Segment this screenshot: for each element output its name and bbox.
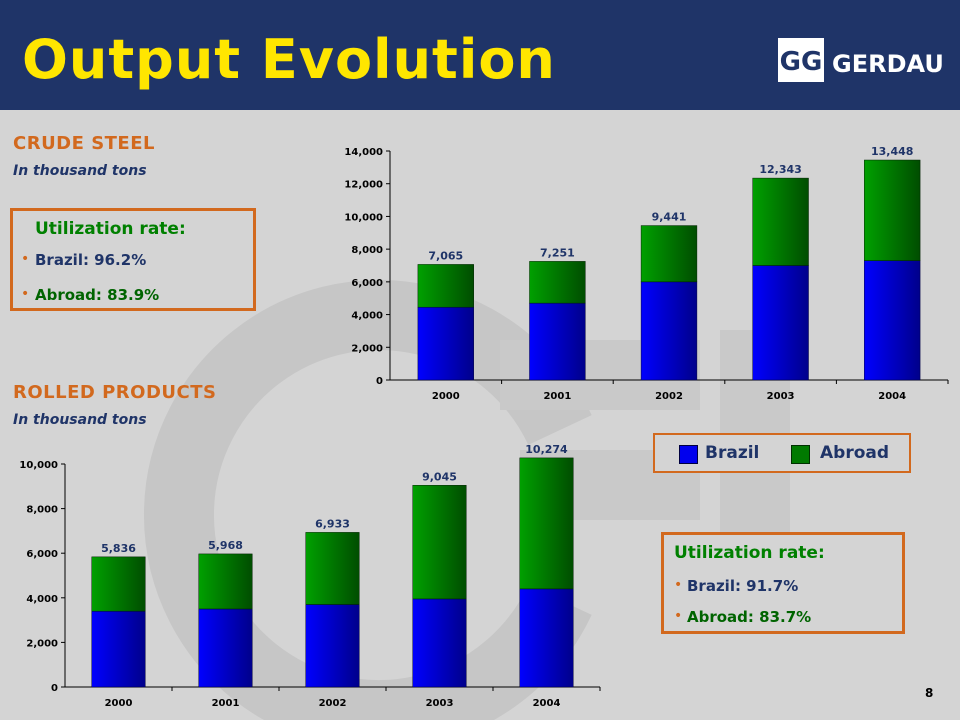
bar-total-label: 7,065 bbox=[428, 249, 463, 262]
bar-total-label: 9,441 bbox=[652, 211, 687, 224]
bar-abroad bbox=[519, 457, 574, 590]
gerdau-logo-mark: GG bbox=[780, 47, 823, 77]
y-tick-label: 12,000 bbox=[344, 180, 383, 191]
bar-brazil bbox=[305, 604, 360, 688]
x-tick-label: 2003 bbox=[426, 698, 454, 709]
bar-total-label: 5,836 bbox=[101, 542, 136, 555]
x-tick-label: 2000 bbox=[432, 391, 460, 402]
x-tick-label: 2000 bbox=[105, 698, 133, 709]
bar-abroad bbox=[529, 261, 586, 304]
bar-abroad bbox=[864, 159, 921, 261]
bullet-icon: • bbox=[21, 251, 30, 267]
y-tick-label: 14,000 bbox=[344, 147, 383, 158]
gerdau-logo-text: GERDAU bbox=[832, 50, 944, 78]
y-tick-label: 2,000 bbox=[351, 343, 383, 354]
y-tick-label: 0 bbox=[51, 683, 58, 694]
y-tick-label: 4,000 bbox=[26, 594, 58, 605]
bar-brazil bbox=[640, 281, 698, 381]
bar-total-label: 13,448 bbox=[871, 145, 913, 158]
bar-abroad bbox=[412, 485, 467, 600]
bar-total-label: 7,251 bbox=[540, 246, 575, 259]
page-number: 8 bbox=[925, 686, 934, 700]
y-tick-label: 6,000 bbox=[351, 278, 383, 289]
svg-text:GG: GG bbox=[780, 47, 823, 77]
rolled-utilization-brazil: Brazil: 91.7% bbox=[687, 577, 799, 595]
bar-total-label: 5,968 bbox=[208, 539, 243, 552]
x-tick-label: 2002 bbox=[319, 698, 347, 709]
x-tick-label: 2002 bbox=[655, 391, 683, 402]
bar-brazil bbox=[91, 610, 146, 688]
bar-total-label: 9,045 bbox=[422, 470, 457, 483]
bullet-icon: • bbox=[674, 577, 683, 593]
y-tick-label: 4,000 bbox=[351, 311, 383, 322]
rolled-products-subtitle: In thousand tons bbox=[13, 412, 147, 428]
y-tick-label: 8,000 bbox=[351, 245, 383, 256]
rolled-utilization-abroad: Abroad: 83.7% bbox=[687, 608, 812, 626]
legend-swatch-abroad bbox=[791, 445, 810, 464]
rolled-utilization-title: Utilization rate: bbox=[674, 543, 825, 563]
gerdau-logo-icon: GG bbox=[778, 38, 824, 82]
x-tick-label: 2001 bbox=[543, 391, 571, 402]
bar-abroad bbox=[305, 532, 360, 605]
bar-total-label: 6,933 bbox=[315, 517, 350, 530]
bar-brazil bbox=[412, 598, 467, 688]
bar-brazil bbox=[752, 265, 809, 381]
y-tick-label: 6,000 bbox=[26, 549, 58, 560]
bar-brazil bbox=[198, 608, 253, 688]
bullet-icon: • bbox=[21, 286, 30, 302]
bar-brazil bbox=[864, 260, 921, 381]
bar-abroad bbox=[198, 553, 253, 610]
bar-abroad bbox=[417, 264, 474, 308]
bar-abroad bbox=[91, 556, 146, 612]
bar-total-label: 12,343 bbox=[759, 163, 801, 176]
x-tick-label: 2004 bbox=[878, 391, 906, 402]
crude-utilization-title: Utilization rate: bbox=[35, 219, 186, 239]
y-tick-label: 10,000 bbox=[344, 212, 383, 223]
rolled-utilization-box: Utilization rate: • Brazil: 91.7% • Abro… bbox=[661, 532, 905, 634]
x-tick-label: 2004 bbox=[533, 698, 561, 709]
bar-total-label: 10,274 bbox=[525, 443, 568, 456]
bar-abroad bbox=[752, 177, 809, 266]
bar-abroad bbox=[640, 225, 698, 283]
y-tick-label: 2,000 bbox=[26, 638, 58, 649]
chart-legend: Brazil Abroad bbox=[653, 433, 911, 473]
crude-utilization-box: Utilization rate: • Brazil: 96.2% • Abro… bbox=[10, 208, 256, 311]
crude-steel-subtitle: In thousand tons bbox=[13, 163, 147, 179]
rolled-products-title: ROLLED PRODUCTS bbox=[13, 382, 217, 403]
crude-utilization-brazil: Brazil: 96.2% bbox=[35, 251, 147, 269]
header-bar: Output Evolution GG GERDAU bbox=[0, 0, 960, 110]
legend-label-brazil: Brazil bbox=[705, 443, 760, 463]
y-tick-label: 10,000 bbox=[19, 460, 58, 471]
legend-swatch-brazil bbox=[679, 445, 698, 464]
y-tick-label: 0 bbox=[376, 376, 383, 387]
crude-utilization-abroad: Abroad: 83.9% bbox=[35, 286, 160, 304]
page-title: Output Evolution bbox=[22, 28, 556, 91]
y-tick-label: 8,000 bbox=[26, 505, 58, 516]
x-tick-label: 2003 bbox=[767, 391, 795, 402]
x-tick-label: 2001 bbox=[212, 698, 240, 709]
crude-steel-title: CRUDE STEEL bbox=[13, 133, 155, 154]
bullet-icon: • bbox=[674, 608, 683, 624]
legend-label-abroad: Abroad bbox=[820, 443, 890, 463]
bar-brazil bbox=[529, 302, 586, 381]
bar-brazil bbox=[519, 588, 574, 688]
